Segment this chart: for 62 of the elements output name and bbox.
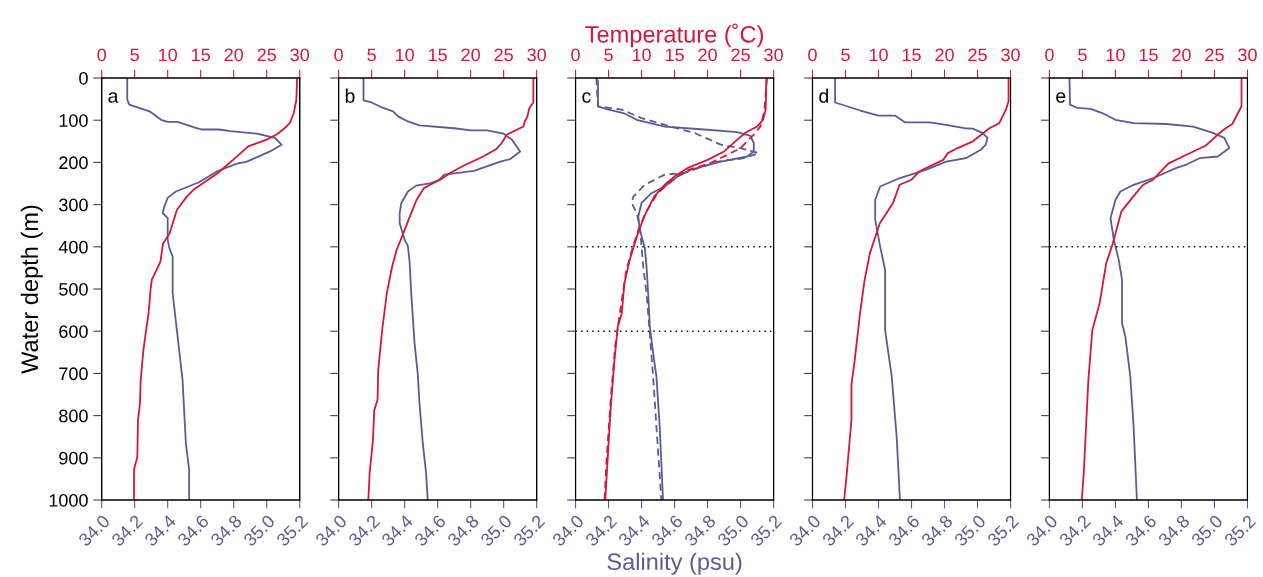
x2-tick-label: 25	[494, 48, 513, 62]
x2-tick-label: 5	[130, 48, 139, 62]
y-tick-label: 800	[59, 409, 88, 423]
annotation: d	[819, 88, 828, 103]
y-tick-label: 0	[79, 71, 88, 85]
x2-tick-label: 10	[632, 48, 651, 62]
x2-tick-label: 0	[571, 48, 580, 62]
x2-axis-title: Temperature (˚C)	[585, 23, 763, 48]
x2-tick-label: 15	[902, 48, 921, 62]
x-tick-label: 34.6	[887, 514, 921, 547]
x2-tick-label: 25	[731, 48, 750, 62]
x2-tick-label: 5	[1078, 48, 1087, 62]
x2-tick-label: 15	[1139, 48, 1158, 62]
y-tick-label: 100	[59, 114, 88, 127]
y-axis-title: Water depth (m)	[20, 205, 43, 374]
x2-tick-label: 20	[461, 48, 480, 62]
x2-tick-label: 20	[698, 48, 717, 62]
annotation: a	[108, 92, 119, 103]
x2-tick-label: 30	[1238, 48, 1257, 62]
x2-tick-label: 25	[968, 48, 987, 62]
x2-tick-label: 20	[1172, 48, 1191, 62]
x-tick-label: 34.6	[1124, 514, 1158, 547]
y-tick-label: 600	[59, 325, 88, 338]
x2-tick-label: 15	[428, 48, 447, 62]
annotation: e	[1056, 92, 1066, 103]
y-tick-label: 900	[59, 451, 88, 465]
annotation: b	[345, 88, 355, 103]
x-axis-title: Salinity (psu)	[607, 552, 742, 575]
x2-tick-label: 10	[869, 48, 888, 62]
x-tick-label: 34.0	[77, 514, 111, 547]
x-tick-label: 34.6	[650, 514, 684, 547]
x-tick-label: 34.0	[314, 514, 348, 547]
x2-tick-label: 10	[395, 48, 414, 62]
x2-tick-label: 10	[159, 48, 178, 62]
x2-tick-label: 5	[604, 48, 613, 62]
x-tick-label: 35.0	[242, 514, 276, 547]
y-tick-label: 500	[59, 282, 88, 296]
y-tick-label: 400	[58, 240, 88, 254]
x-tick-label: 35.0	[716, 514, 750, 547]
y-tick-label: 1000	[49, 493, 88, 507]
y-tick-label: 200	[59, 156, 88, 170]
x2-tick-label: 0	[1045, 48, 1054, 62]
x2-tick-label: 5	[367, 48, 376, 62]
x2-tick-label: 0	[334, 48, 343, 62]
x2-tick-label: 30	[764, 48, 783, 62]
x2-tick-label: 15	[665, 48, 684, 62]
y-tick-label: 300	[59, 198, 88, 212]
y-tick-label: 700	[59, 367, 88, 381]
x2-tick-label: 20	[224, 48, 244, 62]
x2-tick-label: 15	[192, 48, 210, 62]
x2-tick-label: 30	[527, 48, 546, 62]
x2-tick-label: 30	[1001, 48, 1020, 62]
annotation: c	[582, 92, 591, 103]
x2-tick-label: 0	[808, 48, 817, 62]
x2-tick-label: 10	[1106, 48, 1125, 62]
x2-tick-label: 30	[290, 48, 310, 62]
x2-tick-label: 0	[97, 48, 106, 62]
x2-tick-label: 25	[257, 48, 276, 62]
x-tick-label: 35.0	[479, 514, 513, 547]
x2-tick-label: 5	[841, 48, 850, 62]
x2-tick-label: 20	[935, 48, 954, 62]
x2-tick-label: 25	[1205, 48, 1224, 62]
